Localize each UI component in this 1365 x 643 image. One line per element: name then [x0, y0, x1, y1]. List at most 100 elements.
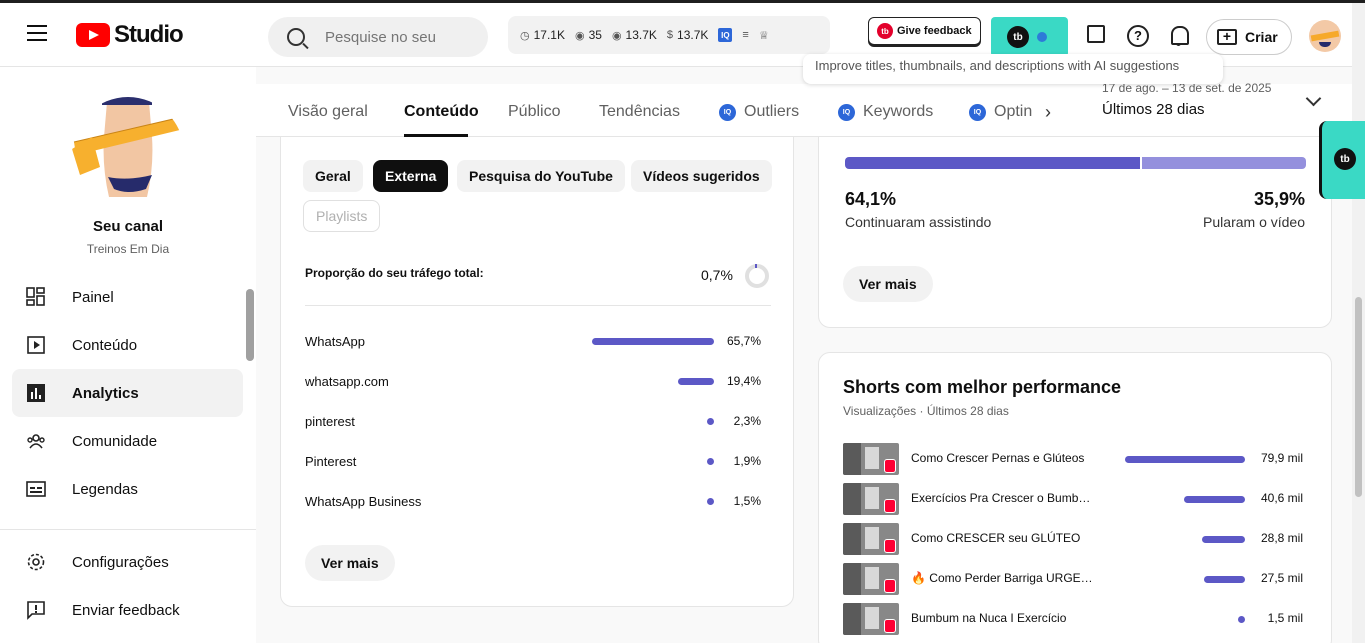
short-row[interactable]: 🔥 Como Perder Barriga URGENTE 27,5 mil — [843, 563, 1303, 595]
tubebuddy-extension-button[interactable]: tb — [991, 17, 1068, 57]
give-feedback-button[interactable]: tb Give feedback — [868, 17, 981, 45]
source-percent: 65,7% — [726, 334, 761, 348]
traffic-source-row[interactable]: WhatsApp Business 1,5% — [305, 494, 761, 514]
continued-label: Continuaram assistindo — [845, 214, 992, 230]
create-button[interactable]: + Criar — [1206, 19, 1292, 55]
tab-optin[interactable]: IQ Optin — [969, 103, 1032, 121]
tab-label: Keywords — [863, 103, 934, 120]
sidebar-item-community[interactable]: Comunidade — [12, 417, 243, 465]
help-icon[interactable]: ? — [1127, 25, 1149, 47]
tubebuddy-icon: tb — [877, 23, 893, 39]
channel-name: Seu canal — [92, 218, 164, 235]
channel-avatar[interactable] — [72, 97, 184, 209]
page-scrollbar[interactable] — [1352, 67, 1365, 643]
dashboard-icon — [26, 287, 45, 306]
search-box[interactable] — [268, 17, 488, 57]
source-bar — [592, 338, 714, 345]
short-views: 27,5 mil — [1260, 571, 1303, 585]
short-views-bar — [1238, 616, 1245, 623]
see-more-button[interactable]: Ver mais — [843, 266, 933, 302]
views-a-value: 35 — [588, 28, 602, 42]
channel-handle: Treinos Em Dia — [86, 242, 170, 256]
short-row[interactable]: Como CRESCER seu GLÚTEO 28,8 mil — [843, 523, 1303, 555]
short-row[interactable]: Como Crescer Pernas e Glúteos 79,9 mil — [843, 443, 1303, 475]
chip-general[interactable]: Geral — [303, 160, 363, 192]
bell-icon[interactable] — [1168, 25, 1190, 47]
source-bar — [707, 498, 714, 505]
short-thumbnail[interactable] — [843, 443, 899, 475]
short-row[interactable]: Bumbum na Nuca I Exercício 1,5 mil — [843, 603, 1303, 635]
chip-playlists[interactable]: Playlists — [303, 200, 381, 232]
extension-stats-bar: ◷ 17.1K ◉ 35 ◉ 13.7K $13.7K IQ ≡ ♕ — [508, 16, 830, 54]
traffic-share-ring — [745, 264, 769, 288]
tab-label: Outliers — [744, 103, 800, 120]
tab-trends[interactable]: Tendências — [599, 103, 680, 121]
sidebar-item-label: Conteúdo — [72, 336, 138, 354]
sidebar-item-dashboard[interactable]: Painel — [12, 273, 243, 321]
date-label[interactable]: Últimos 28 dias — [1102, 101, 1205, 118]
sidebar-item-settings[interactable]: Configurações — [12, 538, 243, 586]
see-more-button[interactable]: Ver mais — [305, 545, 395, 581]
eye-icon: ◉ — [611, 29, 622, 42]
sidebar-item-subtitles[interactable]: Legendas — [12, 465, 243, 513]
chevron-right-icon[interactable]: › — [1045, 102, 1051, 122]
analytics-tabs: Visão geral Conteúdo Público Tendências … — [256, 81, 1352, 137]
tab-audience[interactable]: Público — [508, 103, 560, 121]
source-name: Pinterest — [305, 454, 357, 469]
sidebar: Seu canal Treinos Em Dia Painel Conteúdo… — [0, 67, 256, 643]
tooltip: Improve titles, thumbnails, and descript… — [803, 54, 1223, 84]
scrollbar-top — [1352, 3, 1365, 67]
traffic-source-row[interactable]: pinterest 2,3% — [305, 414, 761, 434]
account-avatar[interactable] — [1309, 20, 1341, 52]
status-dot-icon — [1037, 32, 1047, 42]
skipped-label: Pularam o vídeo — [1203, 214, 1305, 230]
card-subtitle: Visualizações · Últimos 28 dias — [843, 404, 1009, 418]
sidebar-scrollbar[interactable] — [246, 289, 254, 361]
traffic-source-row[interactable]: Pinterest 1,9% — [305, 454, 761, 474]
subscribers-value: 17.1K — [533, 28, 565, 42]
chip-youtube-search[interactable]: Pesquisa do YouTube — [457, 160, 625, 192]
scrollbar-thumb[interactable] — [1355, 297, 1362, 497]
trophy-icon[interactable]: ♕ — [758, 29, 769, 42]
short-title[interactable]: Exercícios Pra Crescer o Bumbum — [911, 491, 1093, 505]
chip-external[interactable]: Externa — [373, 160, 449, 192]
tab-keywords[interactable]: IQ Keywords — [838, 103, 933, 121]
iq-icon: IQ — [719, 103, 736, 121]
sidebar-item-feedback[interactable]: Enviar feedback — [12, 586, 243, 634]
sidebar-item-analytics[interactable]: Analytics — [12, 369, 243, 417]
short-thumbnail[interactable] — [843, 483, 899, 515]
short-title[interactable]: 🔥 Como Perder Barriga URGENTE — [911, 571, 1093, 585]
search-input[interactable] — [325, 28, 435, 46]
message-icon[interactable] — [1087, 25, 1105, 43]
traffic-source-row[interactable]: whatsapp.com 19,4% — [305, 374, 761, 394]
short-thumbnail[interactable] — [843, 523, 899, 555]
tubebuddy-side-panel-button[interactable]: tb — [1319, 121, 1365, 199]
card-divider — [305, 305, 771, 306]
sidebar-item-content[interactable]: Conteúdo — [12, 321, 243, 369]
iq-icon: IQ — [838, 103, 855, 121]
short-thumbnail[interactable] — [843, 603, 899, 635]
chip-suggested-videos[interactable]: Vídeos sugeridos — [631, 160, 772, 192]
tab-overview[interactable]: Visão geral — [288, 103, 368, 121]
short-title[interactable]: Como Crescer Pernas e Glúteos — [911, 451, 1085, 465]
chevron-down-icon[interactable] — [1305, 90, 1322, 107]
tab-outliers[interactable]: IQ Outliers — [719, 103, 799, 121]
short-row[interactable]: Exercícios Pra Crescer o Bumbum 40,6 mil — [843, 483, 1303, 515]
sidebar-item-label: Legendas — [72, 480, 138, 498]
short-views-bar — [1202, 536, 1245, 543]
give-feedback-label: Give feedback — [897, 25, 972, 37]
short-title[interactable]: Como CRESCER seu GLÚTEO — [911, 531, 1081, 545]
youtube-studio-logo[interactable]: Studio — [76, 21, 184, 49]
short-views: 28,8 mil — [1260, 531, 1303, 545]
short-title[interactable]: Bumbum na Nuca I Exercício — [911, 611, 1067, 625]
sidebar-item-label: Enviar feedback — [72, 601, 180, 619]
date-range[interactable]: 17 de ago. – 13 de set. de 2025 — [1102, 81, 1272, 95]
tab-content[interactable]: Conteúdo — [404, 103, 479, 121]
iq-icon[interactable]: IQ — [718, 28, 733, 42]
short-thumbnail[interactable] — [843, 563, 899, 595]
short-views: 40,6 mil — [1260, 491, 1303, 505]
traffic-source-row[interactable]: WhatsApp 65,7% — [305, 334, 761, 354]
list-icon[interactable]: ≡ — [742, 29, 749, 41]
source-percent: 19,4% — [726, 374, 761, 388]
menu-icon[interactable] — [27, 25, 47, 43]
